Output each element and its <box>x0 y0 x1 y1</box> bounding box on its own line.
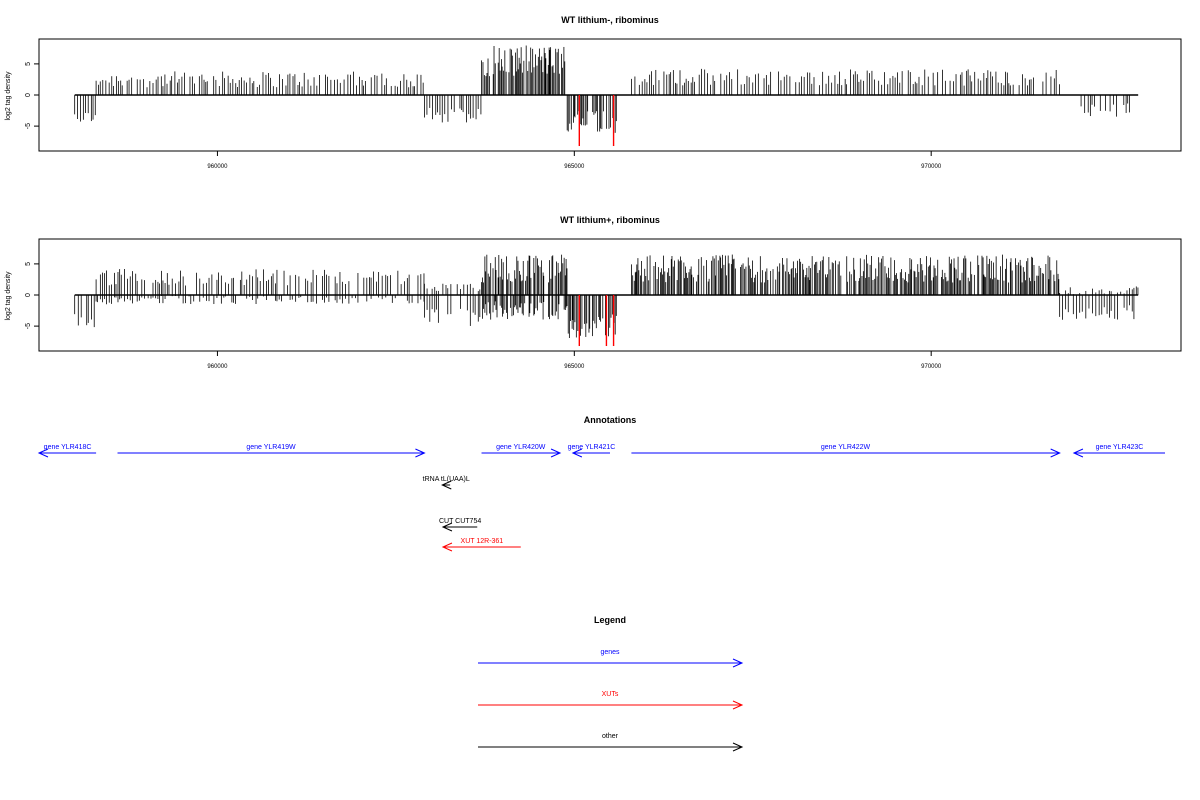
feature-label: CUT CUT754 <box>439 518 481 525</box>
legend-label: XUTs <box>602 691 619 698</box>
feature-xut: XUT 12R-361 <box>441 538 521 552</box>
feature-label: gene YLR419W <box>246 444 296 451</box>
arrowhead <box>1072 448 1084 458</box>
arrowhead <box>732 700 744 710</box>
y-tick-label: 0 <box>25 93 32 97</box>
annotations-track: Annotations gene YLR418C gene YLR419W gene… <box>37 415 1165 552</box>
legend-label: other <box>602 733 619 740</box>
feature-label: tRNA tL(UAA)L <box>423 476 470 483</box>
arrowhead <box>37 448 49 458</box>
axis-ticks: 960000 965000 970000 -5 0 5 <box>25 62 942 170</box>
panel-title: WT lithium-, ribominus <box>561 15 659 25</box>
x-tick-label: 965000 <box>564 164 585 170</box>
legend: Legend genes XUTs other <box>478 615 744 752</box>
x-tick-label: 960000 <box>207 164 228 170</box>
arrowhead <box>732 658 744 668</box>
feature-gene: gene YLR422W <box>631 444 1061 458</box>
y-tick-label: -5 <box>25 323 32 329</box>
feature-label: gene YLR418C <box>44 444 92 451</box>
feature-other: CUT CUT754 <box>439 518 481 532</box>
y-tick-label: -5 <box>25 123 32 129</box>
y-axis-label: log2 tag density <box>5 271 12 321</box>
feature-label: XUT 12R-361 <box>461 538 504 545</box>
arrowhead <box>441 522 453 532</box>
feature-list: gene YLR418C gene YLR419W gene YLR420W gene… <box>37 444 1165 552</box>
data-bars <box>74 45 1139 147</box>
feature-other: tRNA tL(UAA)L <box>423 476 470 490</box>
feature-gene: gene YLR420W <box>481 444 562 458</box>
feature-gene: gene YLR423C <box>1072 444 1165 458</box>
arrowhead <box>441 480 452 490</box>
panel-title: WT lithium+, ribominus <box>560 215 660 225</box>
feature-gene: gene YLR418C <box>37 444 97 458</box>
panel-lithium-plus: WT lithium+, ribominus log2 tag density … <box>5 215 1182 370</box>
annotations-title: Annotations <box>584 415 637 425</box>
x-tick-label: 965000 <box>564 364 585 370</box>
x-tick-label: 960000 <box>207 364 228 370</box>
y-tick-label: 0 <box>25 293 32 297</box>
x-tick-label: 970000 <box>921 164 942 170</box>
arrowhead <box>550 448 562 458</box>
legend-item-other: other <box>478 733 744 752</box>
legend-title: Legend <box>594 615 626 625</box>
y-tick-label: 5 <box>25 62 32 66</box>
panel-lithium-minus: WT lithium-, ribominus log2 tag density … <box>5 15 1182 170</box>
feature-label: gene YLR421C <box>568 444 616 451</box>
legend-label: genes <box>600 649 620 656</box>
arrowhead <box>441 542 453 552</box>
feature-label: gene YLR420W <box>496 444 546 451</box>
feature-label: gene YLR422W <box>821 444 871 451</box>
axis-ticks: 960000 965000 970000 -5 0 5 <box>25 262 942 370</box>
arrowhead <box>1050 448 1061 458</box>
y-tick-label: 5 <box>25 262 32 266</box>
x-tick-label: 970000 <box>921 364 942 370</box>
feature-label: gene YLR423C <box>1096 444 1144 451</box>
arrowhead <box>732 742 744 752</box>
feature-gene: gene YLR421C <box>568 444 616 458</box>
legend-items: genes XUTs other <box>478 649 744 752</box>
feature-gene: gene YLR419W <box>117 444 426 458</box>
legend-item-gene: genes <box>478 649 744 668</box>
arrowhead <box>571 448 583 458</box>
data-bars <box>74 254 1139 347</box>
arrowhead <box>415 448 426 458</box>
y-axis-label: log2 tag density <box>5 71 12 121</box>
legend-item-xut: XUTs <box>478 691 744 710</box>
